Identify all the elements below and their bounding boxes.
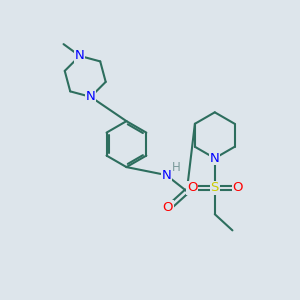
Text: N: N <box>86 90 96 104</box>
Text: O: O <box>162 201 173 214</box>
Text: O: O <box>187 181 197 194</box>
Text: N: N <box>210 152 220 165</box>
Text: S: S <box>211 181 219 194</box>
Text: H: H <box>172 161 181 174</box>
Text: N: N <box>75 50 85 62</box>
Text: N: N <box>161 169 171 182</box>
Text: O: O <box>232 181 243 194</box>
